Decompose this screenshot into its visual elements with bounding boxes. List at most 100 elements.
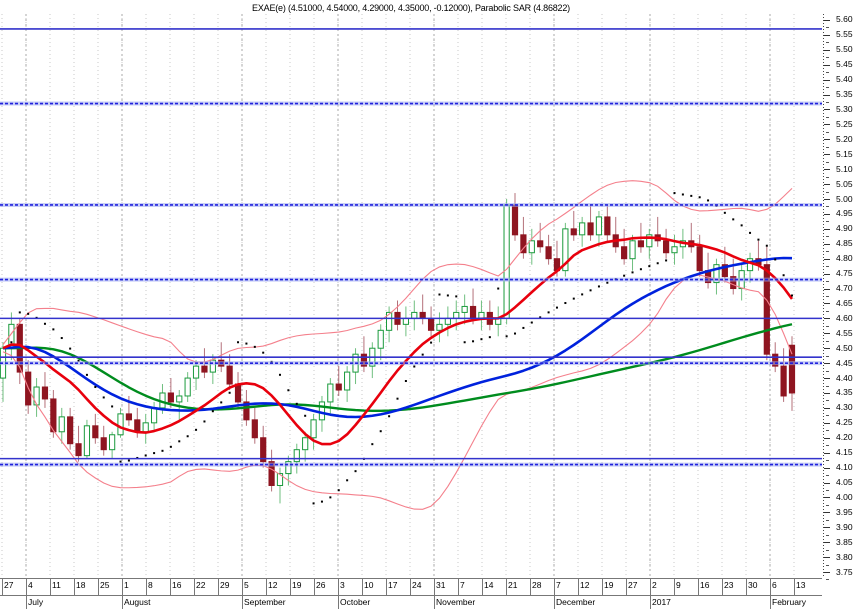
price-tick-mark (824, 94, 830, 96)
price-tick-mark-minor (826, 355, 829, 357)
candlestick[interactable] (545, 234, 552, 265)
candlestick[interactable] (260, 425, 267, 468)
candlestick[interactable] (386, 306, 393, 343)
candlestick[interactable] (377, 324, 384, 361)
candlestick[interactable] (570, 210, 577, 241)
candlestick[interactable] (520, 216, 527, 259)
price-tick-mark-minor (826, 385, 829, 387)
date-tick-label: 26 (316, 580, 326, 590)
candlestick[interactable] (646, 228, 653, 259)
candlestick[interactable] (671, 234, 678, 265)
plot-svg (0, 14, 822, 578)
candlestick[interactable] (495, 306, 502, 337)
candlestick[interactable] (226, 354, 233, 390)
candlestick[interactable] (738, 264, 745, 301)
date-tick-mark (746, 578, 747, 595)
candlestick[interactable] (511, 193, 519, 241)
price-tick-label: 5.45 (836, 59, 853, 70)
candlestick[interactable] (0, 342, 7, 402)
candlestick[interactable] (788, 336, 796, 411)
candle-body (302, 437, 309, 451)
candlestick[interactable] (302, 431, 309, 462)
parabolic-sar-dot (791, 294, 793, 297)
candlestick[interactable] (67, 407, 74, 450)
candlestick[interactable] (503, 199, 510, 325)
candlestick[interactable] (444, 306, 451, 337)
candlestick[interactable] (629, 234, 636, 271)
candlestick[interactable] (117, 407, 124, 438)
date-tick-label: 24 (412, 580, 422, 590)
price-tick-label: 5.30 (836, 103, 853, 114)
candlestick[interactable] (310, 413, 317, 450)
candlestick[interactable] (562, 222, 569, 277)
candlestick[interactable] (92, 413, 99, 444)
parabolic-sar-dot (765, 244, 768, 247)
candlestick[interactable] (167, 378, 174, 408)
candlestick[interactable] (662, 228, 670, 259)
candlestick[interactable] (419, 294, 426, 325)
candlestick[interactable] (486, 300, 493, 331)
price-plot-area[interactable] (0, 14, 822, 578)
candlestick[interactable] (411, 300, 418, 331)
parabolic-sar-dot (253, 345, 256, 348)
candlestick[interactable] (276, 467, 284, 504)
candlestick[interactable] (461, 294, 468, 325)
candlestick[interactable] (184, 372, 191, 402)
candlestick[interactable] (427, 306, 435, 337)
candlestick[interactable] (41, 372, 49, 408)
parabolic-sar-dot (681, 193, 684, 196)
candlestick[interactable] (579, 216, 586, 247)
candlestick[interactable] (360, 336, 368, 373)
candlestick[interactable] (234, 372, 242, 408)
date-tick-mark (50, 578, 51, 595)
month-separator (650, 595, 651, 609)
candlestick[interactable] (16, 318, 23, 385)
candlestick[interactable] (612, 216, 619, 253)
candlestick[interactable] (109, 431, 116, 459)
candlestick[interactable] (537, 222, 544, 253)
candlestick[interactable] (344, 366, 351, 402)
candlestick[interactable] (268, 449, 275, 492)
candlestick[interactable] (696, 234, 703, 277)
candlestick[interactable] (780, 348, 787, 402)
candlestick[interactable] (176, 390, 183, 420)
candlestick[interactable] (83, 419, 91, 459)
candlestick[interactable] (604, 204, 611, 241)
parabolic-sar-dot (665, 259, 668, 262)
parabolic-sar-dot (446, 294, 449, 297)
candlestick[interactable] (100, 425, 107, 456)
candlestick[interactable] (369, 342, 376, 379)
parabolic-sar-dot (740, 224, 743, 227)
date-tick-mark (530, 578, 531, 595)
parabolic-sar-dot (195, 428, 198, 431)
candlestick[interactable] (478, 300, 485, 331)
candlestick[interactable] (75, 425, 82, 462)
candlestick[interactable] (402, 306, 409, 337)
candlestick[interactable] (587, 204, 594, 241)
parabolic-sar-dot (186, 435, 189, 438)
candlestick[interactable] (621, 228, 628, 265)
date-tick-label: 2 (652, 580, 657, 590)
candlestick[interactable] (251, 407, 258, 444)
candle-body (780, 365, 787, 397)
date-tick-mark (26, 578, 27, 595)
candlestick[interactable] (58, 407, 65, 444)
price-tick-label: 3.90 (836, 521, 853, 532)
parabolic-sar-dot (77, 359, 80, 362)
candlestick[interactable] (436, 312, 443, 343)
candlestick[interactable] (595, 210, 603, 247)
candlestick[interactable] (763, 246, 770, 361)
candlestick[interactable] (352, 348, 359, 385)
candlestick[interactable] (335, 366, 342, 396)
price-tick-mark-minor (826, 519, 829, 521)
candlestick[interactable] (33, 378, 40, 417)
candlestick[interactable] (688, 222, 695, 253)
candlestick[interactable] (142, 413, 149, 444)
candle-body (436, 323, 443, 331)
date-axis[interactable]: 27 4 11 18 25 1 8 16 22 29 5 12 19 26 3 10 17 24 31 7 14 21 28… (0, 578, 822, 613)
price-axis[interactable]: 5.60 5.55 5.50 5.45 5.40 5.35 5.30 5.25 5.20 5.15… (822, 14, 861, 581)
price-tick-label: 3.80 (836, 551, 853, 562)
candlestick[interactable] (528, 228, 535, 265)
candlestick[interactable] (654, 216, 661, 247)
candlestick[interactable] (713, 258, 720, 295)
